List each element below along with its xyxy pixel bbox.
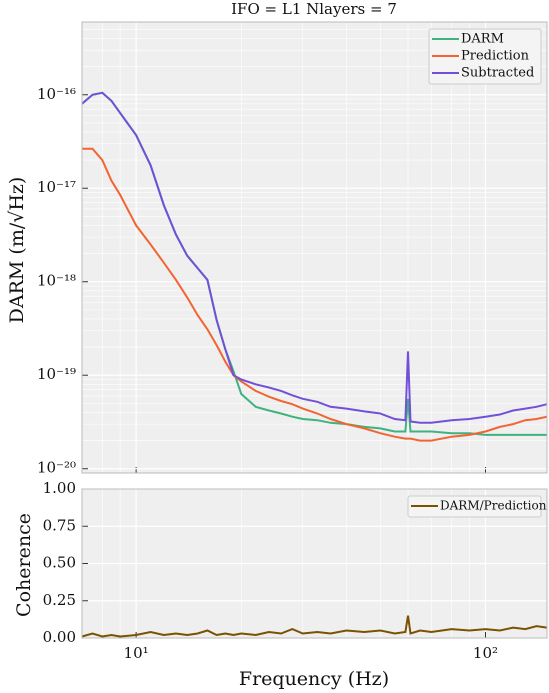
y-tick-label: 0.00 — [43, 628, 76, 646]
series-line — [81, 615, 548, 638]
x-tick-label: 10² — [473, 644, 498, 662]
series-line — [81, 91, 548, 424]
y-tick-label: 0.25 — [43, 591, 76, 609]
y-axis-label: Coherence — [13, 513, 35, 617]
plot-frame — [81, 488, 548, 639]
x-axis-label: Frequency (Hz) — [239, 668, 389, 690]
legend-label: DARM — [461, 32, 504, 47]
y-tick-label: 10⁻¹⁶ — [37, 85, 76, 103]
y-tick-label: 10⁻¹⁸ — [37, 272, 76, 290]
legend-label: Subtracted — [461, 66, 534, 81]
y-tick-label: 0.75 — [43, 516, 76, 534]
plot-clip — [81, 615, 548, 638]
legend-label: Prediction — [461, 49, 530, 64]
x-tick-label: 10¹ — [124, 644, 149, 662]
plot-frame — [81, 21, 548, 474]
y-axis-label: DARM (m/√Hz) — [6, 177, 28, 324]
plot-clip — [81, 91, 548, 442]
series-line — [82, 147, 548, 442]
y-tick-label: 10⁻¹⁷ — [37, 178, 76, 196]
legend-box — [407, 495, 542, 518]
legend-box — [428, 28, 542, 85]
y-tick-label: 10⁻²⁰ — [37, 459, 76, 477]
y-tick-label: 10⁻¹⁹ — [37, 365, 76, 383]
y-tick-label: 1.00 — [43, 479, 76, 497]
legend-label: DARM/Prediction — [440, 499, 547, 513]
chart-title: IFO = L1 Nlayers = 7 — [231, 0, 397, 18]
y-tick-label: 0.50 — [43, 554, 76, 572]
